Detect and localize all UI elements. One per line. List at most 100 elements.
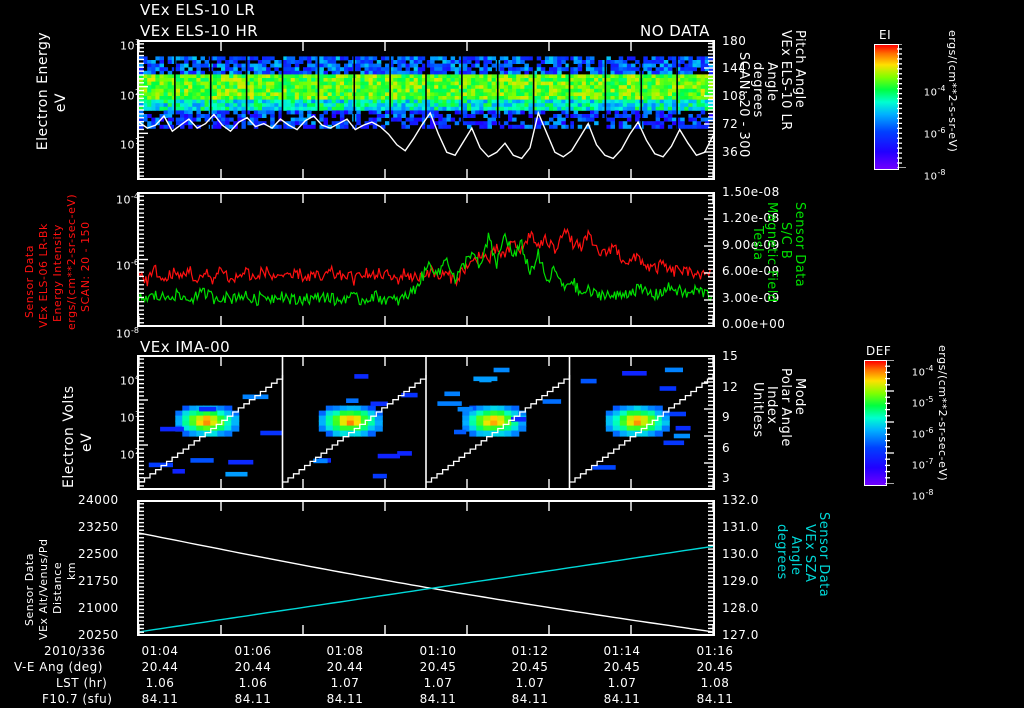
colorbar-def (864, 360, 887, 486)
panel4-left-label-0: Sensor Data (23, 553, 36, 626)
panel2-ytick-0: 10-4 (100, 182, 139, 217)
panel1-left-ticks (139, 40, 148, 180)
panel4-ytick-4: 21000 (78, 601, 119, 615)
panel3-y2tick-1: 12 (722, 380, 739, 394)
panel3-left-label-1: eV (79, 432, 95, 452)
panel3-title: VEx IMA-00 (140, 338, 231, 356)
cb-def-t0-exp: -4 (925, 364, 934, 373)
panel1-y2tick-1: 144 (722, 61, 747, 75)
colorbar-def-tick-2: 10-6 (897, 417, 934, 450)
colorbar-def-ticks (885, 360, 894, 484)
panel1-title-lr: VEx ELS-10 LR (140, 1, 256, 19)
panel3-y2tick-0: 15 (722, 349, 739, 363)
panel3-ytick-1: 103 (104, 400, 140, 435)
panel2-plot (139, 194, 713, 325)
footer-lst-2: 1.07 (330, 676, 360, 690)
panel2-y2tick-0: 1.50e-08 (722, 185, 780, 199)
panel1-ytick-0: 103 (104, 28, 140, 63)
panel4-y2tick-0: 132.0 (722, 493, 759, 507)
footer-ve-ang-4: 20.45 (511, 660, 549, 674)
panel1-left-axis-unit: eV (40, 93, 82, 132)
p3-t0-mant: 10 (120, 374, 135, 388)
p2-t2-mant: 10 (116, 327, 131, 341)
panel1-ytick-2-mant: 10 (120, 138, 135, 152)
panel3-y2tick-4: 3 (722, 471, 731, 485)
panel1-right-label-0: Pitch Angle (792, 30, 807, 109)
panel1-right-ticks (704, 40, 713, 180)
colorbar-ei-unit: ergs/(cm**2-s-sr-eV) (946, 30, 959, 153)
panel3-y2tick-3: 6 (722, 441, 731, 455)
colorbar-ei-tick-1: 10-6 (909, 117, 946, 150)
cb-def-t2-mant: 10 (911, 429, 926, 441)
p2-t0-mant: 10 (116, 193, 131, 207)
panel3-right-label-0: Mode (792, 378, 807, 416)
cb-def-t4-mant: 10 (911, 491, 926, 503)
panel2-y2tick-3: 6.00e-09 (722, 264, 780, 278)
panel1-top-ticks (138, 42, 714, 51)
cb-ei-t0-exp: -4 (937, 84, 946, 93)
p2-t2-exp: -8 (131, 326, 139, 335)
panel2-left-ticks (139, 192, 148, 327)
panel2-right-label-2: Magnetic Field (764, 202, 779, 303)
panel1-y2tick-0: 180 (722, 34, 747, 48)
panel2-left-label-0: Sensor Data (23, 245, 36, 318)
footer-lst-0: 1.06 (145, 676, 175, 690)
footer-row-label-0: 2010/336 (44, 644, 106, 658)
panel3-left-label-0: Electron Volts (61, 385, 77, 488)
panel1-spectrogram (139, 42, 713, 178)
cb-ei-t2-exp: -8 (937, 168, 946, 177)
panel3-y2tick-2: 9 (722, 410, 731, 424)
panel4-right-ticks (704, 500, 713, 636)
cb-def-t4-exp: -8 (925, 488, 934, 497)
panel3-ytick-2: 102 (104, 437, 140, 472)
panel4-ytick-0: 24000 (78, 493, 119, 507)
panel1-ytick-1: 102 (104, 78, 140, 113)
colorbar-ei-tick-0: 10-4 (909, 75, 946, 108)
panel4-traces (139, 502, 713, 634)
footer-ve-ang-6: 20.45 (696, 660, 734, 674)
panel1-plot (139, 42, 713, 178)
footer-lst-6: 1.08 (700, 676, 730, 690)
panel1-y2tick-3: 72 (722, 117, 739, 131)
panel2-left-label-1: VEx ELS-06 LR-Bk (37, 223, 50, 328)
footer-row-label-3: F10.7 (sfu) (42, 692, 113, 706)
footer-times-3: 01:10 (419, 644, 457, 658)
panel1-left-axis-line-1: eV (53, 92, 69, 113)
panel1-right-label-3: degrees (750, 62, 765, 118)
colorbar-ei-ticks (897, 44, 906, 168)
panel4-right-label-2: Angle (788, 536, 803, 576)
panel4-left-label-1: VEx Alt/Venus/Pd (37, 538, 50, 640)
footer-times-2: 01:08 (326, 644, 364, 658)
panel2-right-label-1: S/C B (778, 222, 793, 260)
panel2-left-label-3: ergs/(cm**2-sr-sec-eV) (65, 193, 78, 330)
panel2-left-label-2: Energy Intensity (51, 224, 64, 322)
cb-def-t3-exp: -7 (925, 457, 934, 466)
cb-def-t3-mant: 10 (911, 460, 926, 472)
panel2-ytick-1: 10-6 (100, 248, 139, 283)
panel2-traces (139, 194, 713, 325)
footer-f107-4: 84.11 (511, 692, 549, 706)
panel4-ytick-1: 23250 (78, 520, 119, 534)
footer-lst-1: 1.06 (238, 676, 268, 690)
panel2-y2tick-4: 3.00e-09 (722, 291, 780, 305)
panel3-right-label-2: Index (764, 386, 779, 425)
cb-def-t1-exp: -5 (925, 395, 934, 404)
panel2-bottom-ticks (138, 316, 714, 325)
panel3-top-ticks (138, 357, 714, 366)
colorbar-def-tick-0: 10-4 (897, 355, 934, 388)
panel1-right-label-2: Angle (764, 62, 779, 102)
panel4-left-label-3: km (65, 561, 78, 580)
panel4-right-label-1: VEx SZA (802, 524, 817, 583)
panel1-left-axis-line-0: Electron Energy (35, 31, 51, 151)
panel2-right-label-3: Tesla (750, 226, 765, 261)
panel2-y2tick-1: 1.20e-08 (722, 211, 780, 225)
footer-ve-ang-3: 20.45 (419, 660, 457, 674)
panel1-ytick-2: 101 (104, 127, 140, 162)
panel1-title-hr: VEx ELS-10 HR (140, 22, 259, 40)
cb-ei-t1-exp: -6 (937, 126, 946, 135)
panel4-ytick-2: 22500 (78, 547, 119, 561)
footer-row-label-1: V-E Ang (deg) (14, 660, 103, 674)
footer-row-label-2: LST (hr) (56, 676, 108, 690)
panel4-ytick-3: 21750 (78, 574, 119, 588)
